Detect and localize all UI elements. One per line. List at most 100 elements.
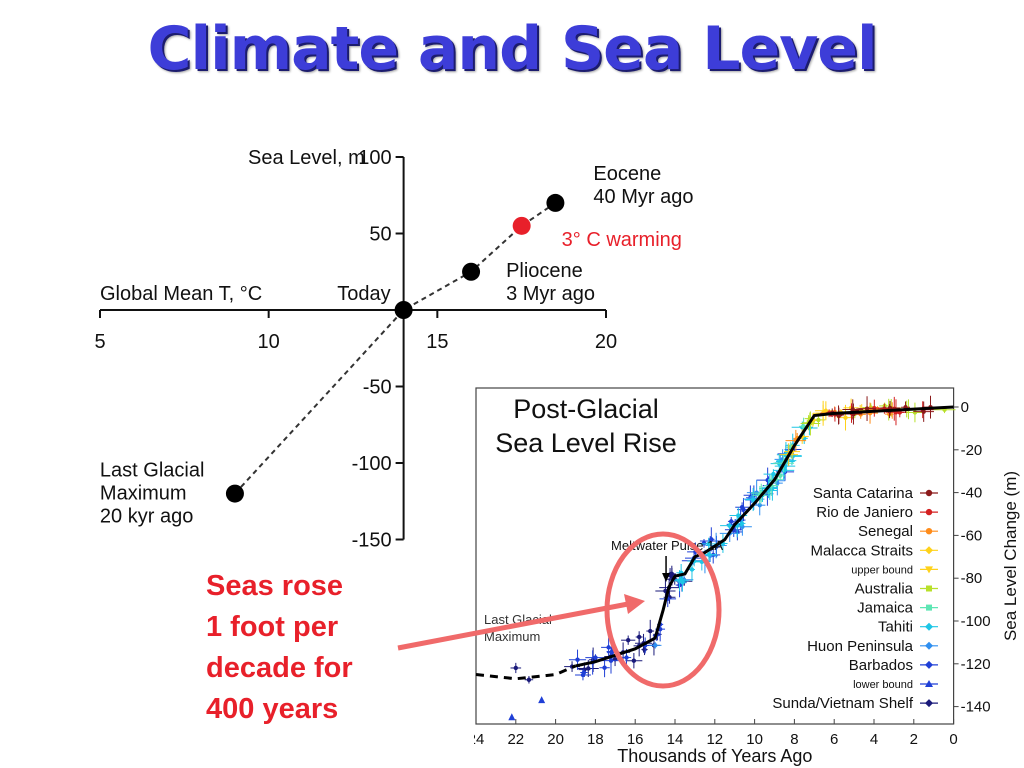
legend-marker [925, 699, 933, 708]
data-point [608, 658, 614, 663]
x-tick-label: 22 [507, 731, 524, 748]
data-point [739, 521, 745, 526]
y-tick-label: 100 [358, 147, 391, 169]
legend: Santa Catarina Rio de Janiero Senegal Malac… [772, 485, 938, 712]
temperature-sea-level-chart: 5 10 15 20 100 50 -50 -100 -150 Global Mean T, °C… [94, 147, 693, 552]
x-tick-label: 10 [746, 731, 763, 748]
note-line: 1 foot per [206, 611, 339, 643]
x-tick-label: 24 [474, 731, 484, 748]
chart-title: Sea Level Rise [495, 428, 677, 458]
x-tick-label: 8 [790, 731, 798, 748]
point-label: 20 kyr ago [100, 506, 193, 528]
data-point [526, 677, 532, 682]
data-point [462, 262, 481, 281]
slide-title: Climate and Sea Level [147, 14, 877, 84]
data-point [765, 477, 770, 483]
data-point [689, 567, 695, 572]
legend-label: upper bound [851, 564, 913, 576]
y-tick-label: -20 [961, 442, 983, 459]
y-tick-label: -80 [961, 570, 983, 587]
point-label: 3 Myr ago [506, 283, 595, 305]
sea-rise-note: Seas rose 1 foot per decade for 400 year… [206, 566, 353, 730]
point-label: Last Glacial [100, 460, 205, 482]
point-label: Pliocene [506, 260, 583, 282]
legend-label: Jamaica [857, 600, 914, 617]
x-tick-label: 4 [870, 731, 878, 748]
legend-label: Sunda/Vietnam Shelf [772, 695, 913, 712]
legend-marker [925, 489, 933, 497]
note-line: 400 years [206, 693, 339, 725]
data-point [394, 301, 413, 319]
y-tick-label: 50 [369, 224, 391, 246]
y-axis-label: Sea Level, m [248, 147, 365, 169]
post-glacial-chart-panel: 2422201816141210864200-20-40-60-80-100-1… [474, 386, 1024, 768]
data-point [699, 559, 705, 565]
data-point [631, 658, 637, 663]
x-tick-label: 20 [595, 331, 617, 353]
data-point [648, 628, 653, 634]
post-glacial-sea-level-chart: 2422201816141210864200-20-40-60-80-100-1… [474, 387, 1020, 766]
data-point [750, 497, 756, 502]
point-label: Eocene [593, 163, 661, 185]
legend-marker [925, 528, 933, 535]
y-tick-label: -140 [961, 699, 991, 716]
x-tick-label: 12 [706, 731, 723, 748]
x-axis-label: Global Mean T, °C [100, 283, 262, 305]
point-label: Maximum [100, 483, 187, 505]
legend-marker [925, 566, 933, 574]
note-line: Seas rose [206, 570, 344, 602]
data-point [843, 415, 848, 420]
y-tick-label: -150 [352, 530, 392, 552]
legend-marker [925, 546, 933, 555]
data-point [912, 410, 918, 415]
data-point [729, 519, 734, 524]
y-tick-label: -40 [961, 485, 983, 502]
data-point [653, 643, 658, 648]
legend-label: Huon Peninsula [807, 638, 914, 655]
annotation-label: Last Glacial [484, 612, 552, 627]
data-point [771, 471, 776, 477]
x-tick-label: 10 [258, 331, 280, 353]
x-tick-label: 18 [587, 731, 604, 748]
legend-marker [925, 622, 933, 631]
data-point [593, 655, 598, 660]
x-tick-label: 15 [426, 331, 448, 353]
x-tick-label: 6 [830, 731, 838, 748]
data-point [727, 523, 732, 528]
data-point [602, 665, 607, 670]
data-point [757, 502, 762, 508]
y-axis-label: Sea Level Change (m) [1001, 471, 1020, 641]
data-point [921, 409, 926, 414]
point-label: 3° C warming [562, 229, 682, 251]
chart-title: Post-Glacial [513, 394, 659, 424]
y-tick-label: 0 [961, 399, 969, 416]
legend-label: Malacca Straits [810, 542, 913, 559]
data-point [741, 507, 746, 512]
reconstruction-curve-dashed [475, 664, 577, 681]
y-tick-label: -60 [961, 527, 983, 544]
data-point [624, 655, 629, 660]
legend-marker [926, 604, 932, 611]
x-tick-label: 14 [667, 731, 684, 748]
data-point [850, 407, 855, 412]
data-point [636, 634, 642, 640]
x-tick-label: 0 [949, 731, 957, 748]
note-line: decade for [206, 652, 353, 684]
x-tick-label: 20 [547, 731, 564, 748]
data-point [513, 665, 519, 671]
legend-marker [925, 641, 933, 650]
data-point [581, 670, 587, 675]
legend-label: Australia [855, 581, 914, 598]
y-tick-label: -100 [961, 613, 991, 630]
x-tick-label: 2 [910, 731, 918, 748]
data-point [575, 657, 580, 662]
annotation-label: Maximum [484, 629, 540, 644]
data-point [642, 647, 647, 652]
data-point [512, 216, 531, 235]
y-tick-label: -120 [961, 656, 991, 673]
data-point [864, 406, 870, 411]
legend-label: Tahiti [878, 619, 913, 636]
legend-label: lower bound [853, 679, 913, 691]
data-point [546, 193, 565, 212]
legend-label: Barbados [849, 657, 913, 674]
